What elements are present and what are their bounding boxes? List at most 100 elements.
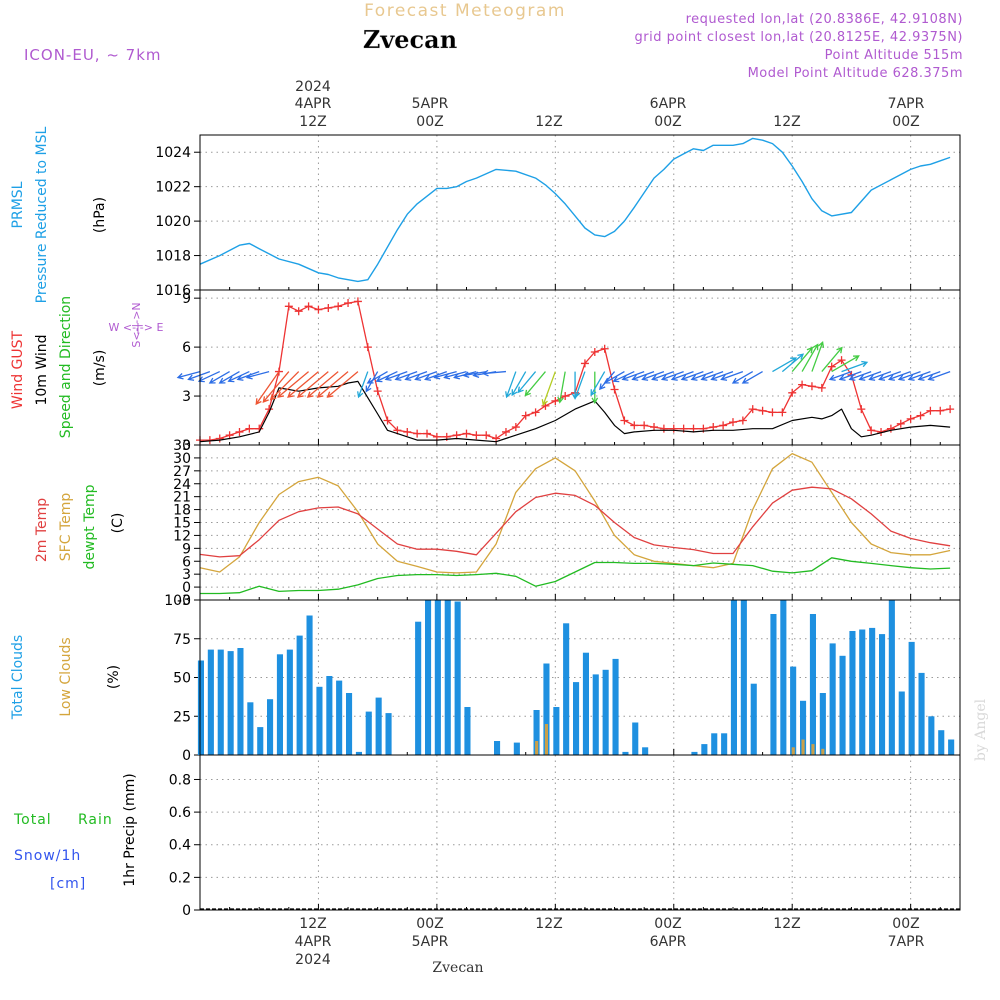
prmsl-label: PRMSL bbox=[10, 181, 26, 228]
wind-arrow bbox=[218, 371, 240, 384]
total-cloud-bar bbox=[622, 751, 629, 755]
y-tick-label: 30 bbox=[173, 451, 191, 467]
total-cloud-bar bbox=[642, 747, 649, 756]
gust-marker bbox=[531, 408, 540, 417]
wind-arrow bbox=[197, 370, 221, 383]
wind-arrow bbox=[384, 370, 408, 381]
wind-arrow bbox=[574, 371, 586, 399]
total-cloud-bar bbox=[227, 651, 234, 755]
gust-marker bbox=[630, 421, 639, 430]
gust-marker bbox=[423, 429, 432, 438]
gust-marker bbox=[215, 434, 224, 443]
total-cloud-bar bbox=[918, 672, 925, 755]
gust-marker bbox=[837, 356, 846, 365]
y-tick-label: 1018 bbox=[155, 249, 191, 265]
gust-marker bbox=[284, 302, 293, 311]
wind-arrow bbox=[660, 370, 684, 381]
wind-arrow bbox=[848, 370, 872, 381]
bottom-time-axis: 12Z 4APR 2024 00Z 5APR 12Z 00Z 6APR 12Z … bbox=[295, 916, 925, 968]
wind-arrow bbox=[366, 371, 388, 384]
bottom-time-label: 7APR bbox=[888, 934, 925, 950]
gust-marker bbox=[738, 416, 747, 425]
gust-marker bbox=[659, 424, 668, 433]
top-time-label: 12Z bbox=[535, 114, 562, 130]
gust-marker bbox=[728, 418, 737, 427]
wind-arrow bbox=[838, 370, 862, 381]
sfc-temp-line bbox=[199, 452, 951, 574]
gust-marker bbox=[482, 431, 491, 440]
bottom-time-label: 6APR bbox=[650, 934, 687, 950]
y-tick-label: 0.2 bbox=[169, 870, 191, 886]
top-time-label: 2024 bbox=[295, 79, 331, 95]
wind-arrow bbox=[404, 370, 428, 381]
gust-label: Wind GUST bbox=[10, 330, 26, 409]
top-time-label: 5APR bbox=[412, 96, 449, 112]
total-cloud-bar bbox=[207, 649, 214, 755]
wind-arrow bbox=[590, 371, 606, 397]
wind-arrow bbox=[365, 371, 379, 393]
total-cloud-bar bbox=[849, 631, 856, 755]
total-cloud-bar bbox=[444, 600, 451, 755]
panel-border bbox=[199, 754, 961, 911]
gust-marker bbox=[886, 424, 895, 433]
bottom-time-label: 00Z bbox=[416, 916, 443, 932]
y-tick-label: 9 bbox=[182, 291, 191, 307]
y-tick-label: -3 bbox=[177, 593, 191, 609]
wind-arrow bbox=[670, 370, 694, 381]
top-time-axis: 2024 4APR 12Z 5APR 00Z 12Z 6APR 00Z 12Z … bbox=[295, 79, 925, 130]
wind-arrow bbox=[269, 371, 300, 401]
gust-marker bbox=[324, 303, 333, 312]
wind-arrow bbox=[296, 371, 329, 398]
rain-label-prefix: Total bbox=[13, 812, 52, 828]
rain-label: Rain bbox=[78, 812, 113, 828]
point-altitude: Point Altitude 515m bbox=[825, 48, 963, 63]
y-tick-label: 27 bbox=[173, 464, 191, 480]
gust-marker bbox=[827, 362, 836, 371]
wind-arrow bbox=[433, 370, 457, 380]
t2m-line bbox=[199, 486, 951, 558]
gust-marker bbox=[916, 411, 925, 420]
wind-arrow bbox=[731, 371, 754, 384]
total-cloud-bar bbox=[750, 683, 757, 755]
wind-arrow bbox=[277, 371, 309, 398]
wind-arrow bbox=[720, 370, 744, 381]
total-cloud-bar bbox=[948, 739, 955, 755]
total-cloud-bar bbox=[543, 663, 550, 755]
bottom-time-label: 5APR bbox=[412, 934, 449, 950]
wind-arrow bbox=[690, 370, 714, 381]
gust-marker bbox=[580, 359, 589, 368]
total-cloud-bar bbox=[829, 643, 836, 755]
y-tick-label: 9 bbox=[182, 541, 191, 557]
gust-marker bbox=[768, 408, 777, 417]
y-tick-label: 6 bbox=[182, 340, 191, 356]
y-tick-label: 0.6 bbox=[169, 805, 191, 821]
pressure-panel: 1016 1018 1020 1022 1024 bbox=[155, 134, 961, 299]
wind-arrow bbox=[462, 370, 487, 378]
dewpt-label: dewpt Temp bbox=[82, 484, 98, 569]
wind-arrow bbox=[887, 370, 911, 381]
gust-marker bbox=[472, 431, 481, 440]
y-tick-label: 50 bbox=[173, 671, 191, 687]
wind-arrow bbox=[621, 370, 645, 381]
total-cloud-bar bbox=[425, 600, 432, 755]
precip-panel: 0 0.2 0.4 0.6 0.8 bbox=[169, 754, 961, 919]
gust-marker bbox=[669, 424, 678, 433]
model-altitude: Model Point Altitude 628.375m bbox=[748, 66, 963, 81]
wind-arrow bbox=[599, 371, 616, 391]
gust-marker bbox=[620, 416, 629, 425]
credit-watermark: by Angel bbox=[973, 698, 989, 761]
gust-marker bbox=[719, 421, 728, 430]
total-cloud-bar bbox=[454, 601, 461, 755]
gust-marker bbox=[748, 405, 757, 414]
top-time-label: 00Z bbox=[892, 114, 919, 130]
total-clouds-label: Total Clouds bbox=[10, 635, 26, 720]
dewpt-line bbox=[200, 557, 951, 595]
clouds-panel: 0 25 50 75 100 bbox=[164, 593, 961, 764]
clouds-unit-label: (%) bbox=[106, 665, 122, 689]
y-tick-label: 100 bbox=[164, 593, 191, 609]
total-cloud-bar bbox=[355, 751, 362, 755]
gust-marker bbox=[501, 427, 510, 436]
gust-marker bbox=[373, 387, 382, 396]
